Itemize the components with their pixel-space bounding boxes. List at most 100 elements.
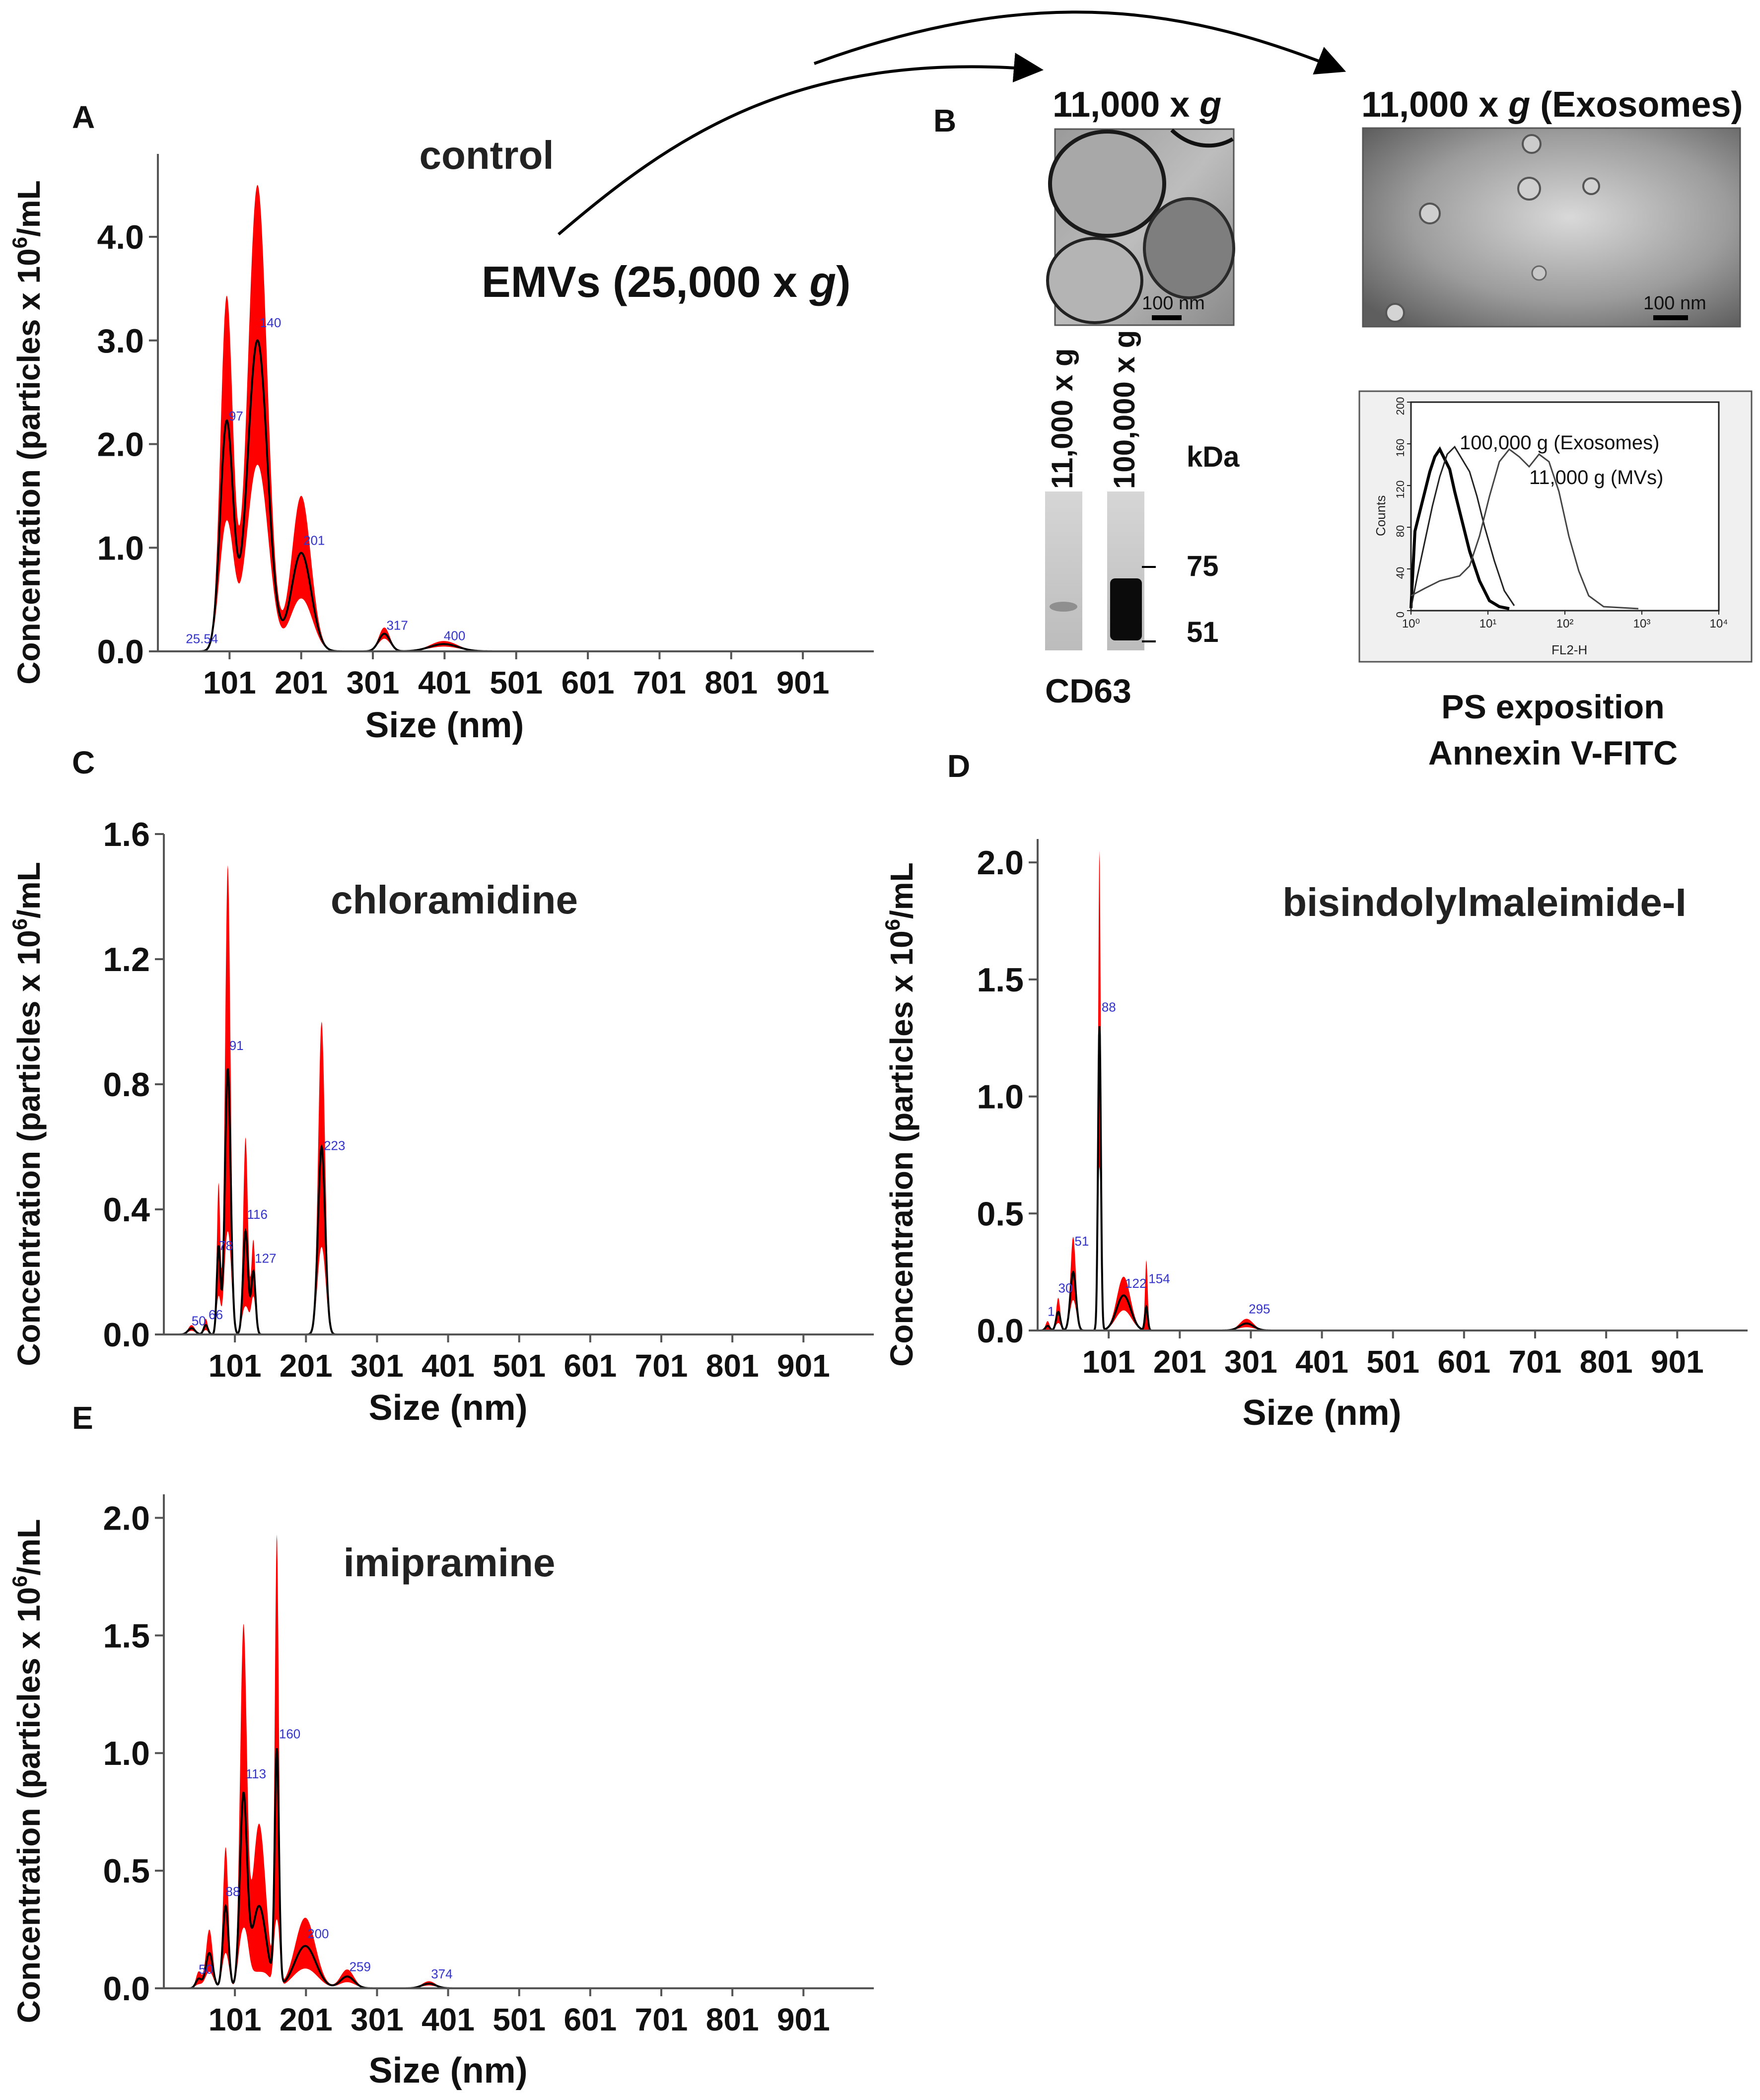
em-image-left: 100 nm (1046, 128, 1235, 326)
blot-lane1-label: 11,000 x g (1046, 348, 1079, 489)
panel-e-y-tick-label: 0.5 (103, 1852, 150, 1890)
flow-x-tick-label: 10⁰ (1402, 617, 1420, 630)
flow-y-label: Counts (1373, 495, 1388, 536)
panel-e-peak-label: 50 (199, 1961, 213, 1976)
panel-a-y-tick-label: 0.0 (97, 633, 144, 671)
panel-a-peak-label: 25.54 (186, 631, 218, 646)
panel-a-y-label: Concentration (particles x 106/mL (8, 180, 47, 685)
panel-e-x-tick-label: 201 (280, 2002, 333, 2037)
panel-d-letter: D (947, 748, 970, 784)
panel-b-letter: B (933, 103, 956, 139)
panel-e-title: imipramine (344, 1540, 556, 1585)
panel-d-x-tick-label: 601 (1437, 1344, 1490, 1380)
panel-d-y-tick-label: 2.0 (977, 844, 1024, 882)
panel-c-peak-label: 78 (218, 1238, 233, 1253)
flow-x-tick-label: 10³ (1633, 617, 1651, 630)
panel-c-x-label: Size (nm) (369, 1388, 528, 1428)
panel-d-y-label-sup: 6 (881, 919, 904, 930)
panel-c-mean-line (164, 1068, 874, 1335)
panel-e-y-tick-label: 2.0 (103, 1499, 150, 1537)
flow-caption-line1: PS exposition (1441, 688, 1665, 726)
panel-d-x-tick-label: 701 (1509, 1344, 1562, 1380)
emv-arrows (558, 10, 1346, 236)
panel-c-x-tick-label: 201 (280, 1348, 333, 1384)
panel-d-x-tick-label: 501 (1366, 1344, 1419, 1380)
panel-d-x-tick-label: 201 (1153, 1344, 1206, 1380)
panel-e-peak-label: 259 (350, 1960, 371, 1974)
panel-c-peak-label: 116 (247, 1207, 267, 1222)
em-left-scale: 100 nm (1142, 293, 1205, 314)
flow-curve-control (1409, 446, 1510, 610)
panel-d-x-label: Size (nm) (1243, 1393, 1402, 1433)
blot-lane1 (1045, 491, 1082, 650)
panel-d-x-tick-label: 901 (1651, 1344, 1704, 1380)
flow-histogram: 0 40 80 120 160 200 10⁰ 10¹ 10² 10³ 10⁴ Counts FL… (1358, 390, 1753, 663)
flow-curve-exosomes (1410, 445, 1515, 609)
panel-c-peak-label: 50 (192, 1313, 206, 1328)
flow-legend-exosomes: 100,000 g (Exosomes) (1460, 432, 1659, 454)
panel-e-y-tick-label: 0.0 (103, 1970, 150, 2008)
panel-d-y-label-main: Concentration (particles x 10 (884, 930, 919, 1366)
flow-curve-mvs (1410, 448, 1639, 610)
flow-x-label: FL2-H (1551, 642, 1587, 657)
panel-c-title: chloramidine (331, 878, 578, 922)
panel-a-x-tick-label: 501 (490, 665, 543, 700)
panel-e-x-tick-label: 701 (635, 2002, 688, 2037)
panel-c-x-tick-label: 101 (209, 1348, 262, 1384)
panel-c-x-tick-label: 601 (563, 1348, 617, 1384)
panel-c-x-tick-label: 901 (777, 1348, 830, 1384)
panel-d-title: bisindolylmaleimide-I (1282, 880, 1687, 924)
arrow-to-em-left (558, 53, 1044, 236)
panel-a-y-label-sup: 6 (8, 237, 31, 248)
panel-c-x-tick-label: 301 (351, 1348, 404, 1384)
panel-a-peak-label: 201 (303, 533, 325, 548)
panel-c-peak-label: 91 (229, 1038, 244, 1053)
panel-d-x-tick-label: 301 (1224, 1344, 1277, 1380)
panel-c-letter: C (72, 745, 95, 780)
panel-c-peak-label: 66 (209, 1307, 223, 1322)
blot-marker-51: 51 (1187, 616, 1219, 648)
panel-d-y-tick-label: 1.0 (977, 1078, 1024, 1116)
panel-d-peak-label: 51 (1074, 1234, 1089, 1249)
panel-a-peak-label: 97 (229, 409, 243, 423)
panel-a-peak-label: 140 (260, 315, 281, 330)
emv-arrow-label: EMVs (25,000 x g) (482, 257, 850, 306)
panel-a-x-tick-label: 601 (562, 665, 615, 700)
panel-c-y-tick-label: 0.0 (103, 1316, 150, 1354)
panel-e-y-tick-label: 1.0 (103, 1735, 150, 1772)
panel-c-peak-label: 223 (324, 1138, 345, 1153)
arrow-to-em-right (813, 10, 1346, 75)
flow-y-ticks: 0 40 80 120 160 200 (1394, 397, 1411, 618)
panel-d-x-tick-label: 801 (1580, 1344, 1633, 1380)
panel-e-y-label: Concentration (particles x 106/mL (8, 1519, 47, 2024)
flow-legend-mvs: 11,000 g (MVs) (1529, 467, 1664, 489)
panel-a-y-tick-label: 1.0 (97, 529, 144, 567)
panel-d-peak-label: 154 (1148, 1271, 1170, 1286)
flow-y-tick-label: 80 (1394, 525, 1407, 537)
panel-e-peak-label: 200 (307, 1926, 329, 1941)
panel-c-y-label: Concentration (particles x 106/mL (8, 862, 47, 1366)
panel-a-x-tick-label: 201 (275, 665, 328, 700)
panel-c-y-tick-label: 1.6 (103, 816, 150, 853)
panel-a-y-tick-label: 3.0 (97, 322, 144, 360)
panel-c-y-tick-label: 1.2 (103, 941, 150, 979)
flow-x-tick-label: 10⁴ (1709, 617, 1728, 630)
flow-y-tick-label: 200 (1394, 397, 1407, 416)
panel-e-x-label: Size (nm) (369, 2051, 528, 2091)
panel-a-x-tick-label: 301 (347, 665, 400, 700)
panel-e-error-band (164, 1534, 874, 1988)
panel-d-peak-label: 88 (1102, 1000, 1116, 1015)
panel-a-peak-label: 400 (444, 628, 465, 643)
panel-c-x-tick-label: 501 (493, 1348, 546, 1384)
panel-a-peak-label: 317 (386, 618, 408, 632)
flow-y-tick-label: 40 (1394, 567, 1407, 579)
panel-e-letter: E (72, 1400, 93, 1436)
panel-b: B 11,000 x g 100 nm 11,000 x g (Exosomes… (933, 85, 1753, 772)
blot-kda-label: kDa (1187, 441, 1240, 473)
panel-d-x-tick-label: 401 (1295, 1344, 1348, 1380)
blot-marker-75: 75 (1187, 550, 1219, 582)
panel-e-peak-label: 374 (431, 1966, 452, 1981)
panel-c-x-tick-label: 701 (635, 1348, 688, 1384)
panel-d-y-label: Concentration (particles x 106/mL (881, 862, 919, 1367)
panel-c-y-label-main: Concentration (particles x 10 (11, 930, 47, 1366)
